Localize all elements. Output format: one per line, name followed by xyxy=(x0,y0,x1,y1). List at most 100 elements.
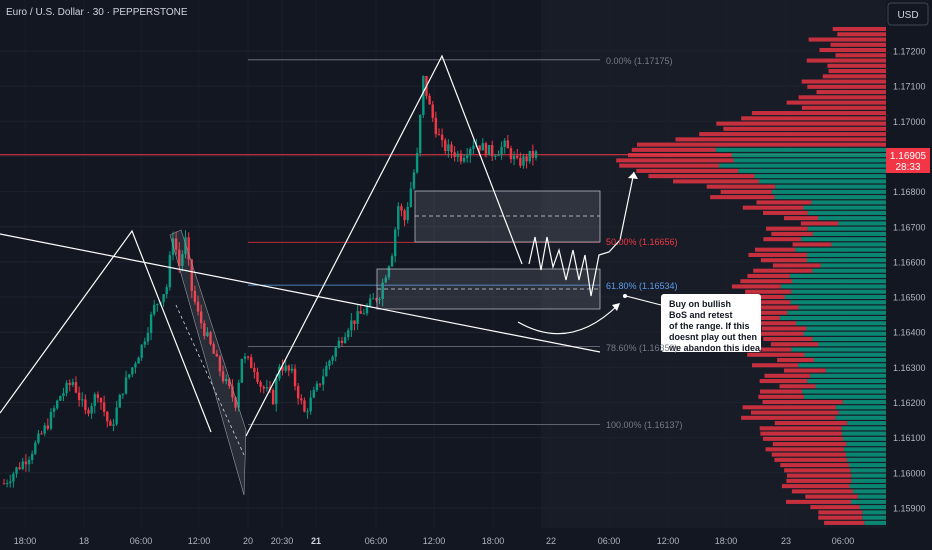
candle-body xyxy=(171,238,175,256)
vp-bar-up xyxy=(806,258,886,263)
candle-body xyxy=(365,305,369,314)
volume-profile xyxy=(616,26,886,525)
vp-bar-up xyxy=(779,315,886,321)
candle-body xyxy=(143,341,147,345)
candle-body xyxy=(146,332,150,342)
time-tick: 06:00 xyxy=(598,536,621,546)
trendline-descending[interactable] xyxy=(0,233,601,353)
candle-body xyxy=(350,320,353,331)
currency-button[interactable] xyxy=(887,2,929,26)
candle-body xyxy=(52,408,56,412)
candle-body xyxy=(419,114,422,154)
vp-bar-up xyxy=(802,389,886,394)
vp-bar-up xyxy=(806,326,886,331)
vp-bar-up xyxy=(850,468,886,473)
vp-bar-down xyxy=(779,384,816,389)
vp-bar-up xyxy=(859,505,886,510)
vp-bar-down xyxy=(770,342,819,347)
candle-body xyxy=(437,134,441,136)
candle-body xyxy=(203,323,206,336)
candle-body xyxy=(431,104,434,118)
candle-body xyxy=(209,332,212,345)
candle-body xyxy=(503,140,506,147)
vp-bar-up xyxy=(803,331,886,336)
curved-arrow[interactable] xyxy=(517,304,619,335)
vp-bar-up xyxy=(815,384,886,389)
candle-body xyxy=(306,411,309,413)
price-axis[interactable] xyxy=(886,0,932,550)
candle-body xyxy=(459,153,463,162)
vp-bar-down xyxy=(628,153,732,158)
time-axis[interactable] xyxy=(0,528,886,550)
candle-body xyxy=(18,467,21,470)
zigzag-impulse[interactable] xyxy=(245,54,523,437)
vp-bar-down xyxy=(759,389,803,394)
candle-body xyxy=(15,467,18,474)
current-price-tag xyxy=(886,148,930,173)
price-tick: 1.16400 xyxy=(893,328,926,338)
candle-body xyxy=(334,347,337,357)
vp-bar-down xyxy=(747,347,792,352)
candle-body xyxy=(290,368,294,371)
candle-body xyxy=(59,396,62,401)
candle-body xyxy=(534,151,538,158)
candle-body xyxy=(2,483,6,485)
vp-bar-up xyxy=(838,410,886,415)
projected-path[interactable] xyxy=(528,171,635,297)
vp-bar-up xyxy=(851,478,886,483)
candle-body xyxy=(265,387,269,389)
candle-body xyxy=(24,461,28,465)
candle-body xyxy=(124,377,128,394)
vp-bar-down xyxy=(636,142,886,147)
vp-bar-down xyxy=(807,84,886,89)
candle-body xyxy=(162,294,165,303)
range-box-upper[interactable] xyxy=(414,190,601,243)
idea-callout-box[interactable] xyxy=(661,294,761,352)
vp-bar-up xyxy=(731,153,886,158)
candle-body xyxy=(174,238,178,250)
bear-channel[interactable] xyxy=(169,229,247,496)
candle-body xyxy=(181,254,184,266)
vp-bar-down xyxy=(832,26,886,32)
candle-body xyxy=(512,155,516,160)
vp-bar-down xyxy=(762,400,843,405)
vp-bar-up xyxy=(849,484,886,489)
time-tick: 12:00 xyxy=(188,536,211,546)
vp-bar-up xyxy=(789,273,886,278)
candle-body xyxy=(322,376,325,385)
vp-bar-up xyxy=(758,179,886,184)
candle-body xyxy=(303,400,306,412)
candle-body xyxy=(206,332,209,336)
candle-body xyxy=(362,313,366,315)
price-tick: 1.16500 xyxy=(893,293,926,303)
candle-body xyxy=(343,337,347,344)
zigzag-left[interactable] xyxy=(0,229,212,433)
vp-bar-up xyxy=(818,216,886,221)
vp-bar-down xyxy=(784,468,851,473)
vp-bar-down xyxy=(791,489,854,494)
candle-body xyxy=(387,266,391,278)
vp-bar-down xyxy=(761,326,807,331)
vp-bar-down xyxy=(828,69,886,74)
candle-body xyxy=(409,188,413,207)
vp-bar-down xyxy=(822,74,886,79)
drawings-layer[interactable]: Buy on bullish BoS and retest of the ran… xyxy=(0,54,763,496)
candle-body xyxy=(453,152,456,157)
candle-body xyxy=(253,368,256,372)
vp-bar-up xyxy=(853,489,886,494)
vp-bar-down xyxy=(824,520,865,525)
candle-body xyxy=(397,206,400,230)
vp-bar-down xyxy=(786,499,852,504)
vp-bar-down xyxy=(819,48,886,53)
candle-body xyxy=(246,356,250,358)
candle-body xyxy=(250,357,253,369)
candle-body xyxy=(112,424,115,426)
candle-body xyxy=(278,366,281,379)
vp-bar-down xyxy=(771,452,847,457)
vp-bar-up xyxy=(862,515,886,520)
callout-anchor xyxy=(623,294,627,298)
time-tick: 22 xyxy=(546,536,556,546)
candle-body xyxy=(359,311,362,314)
candle-body xyxy=(522,156,525,166)
